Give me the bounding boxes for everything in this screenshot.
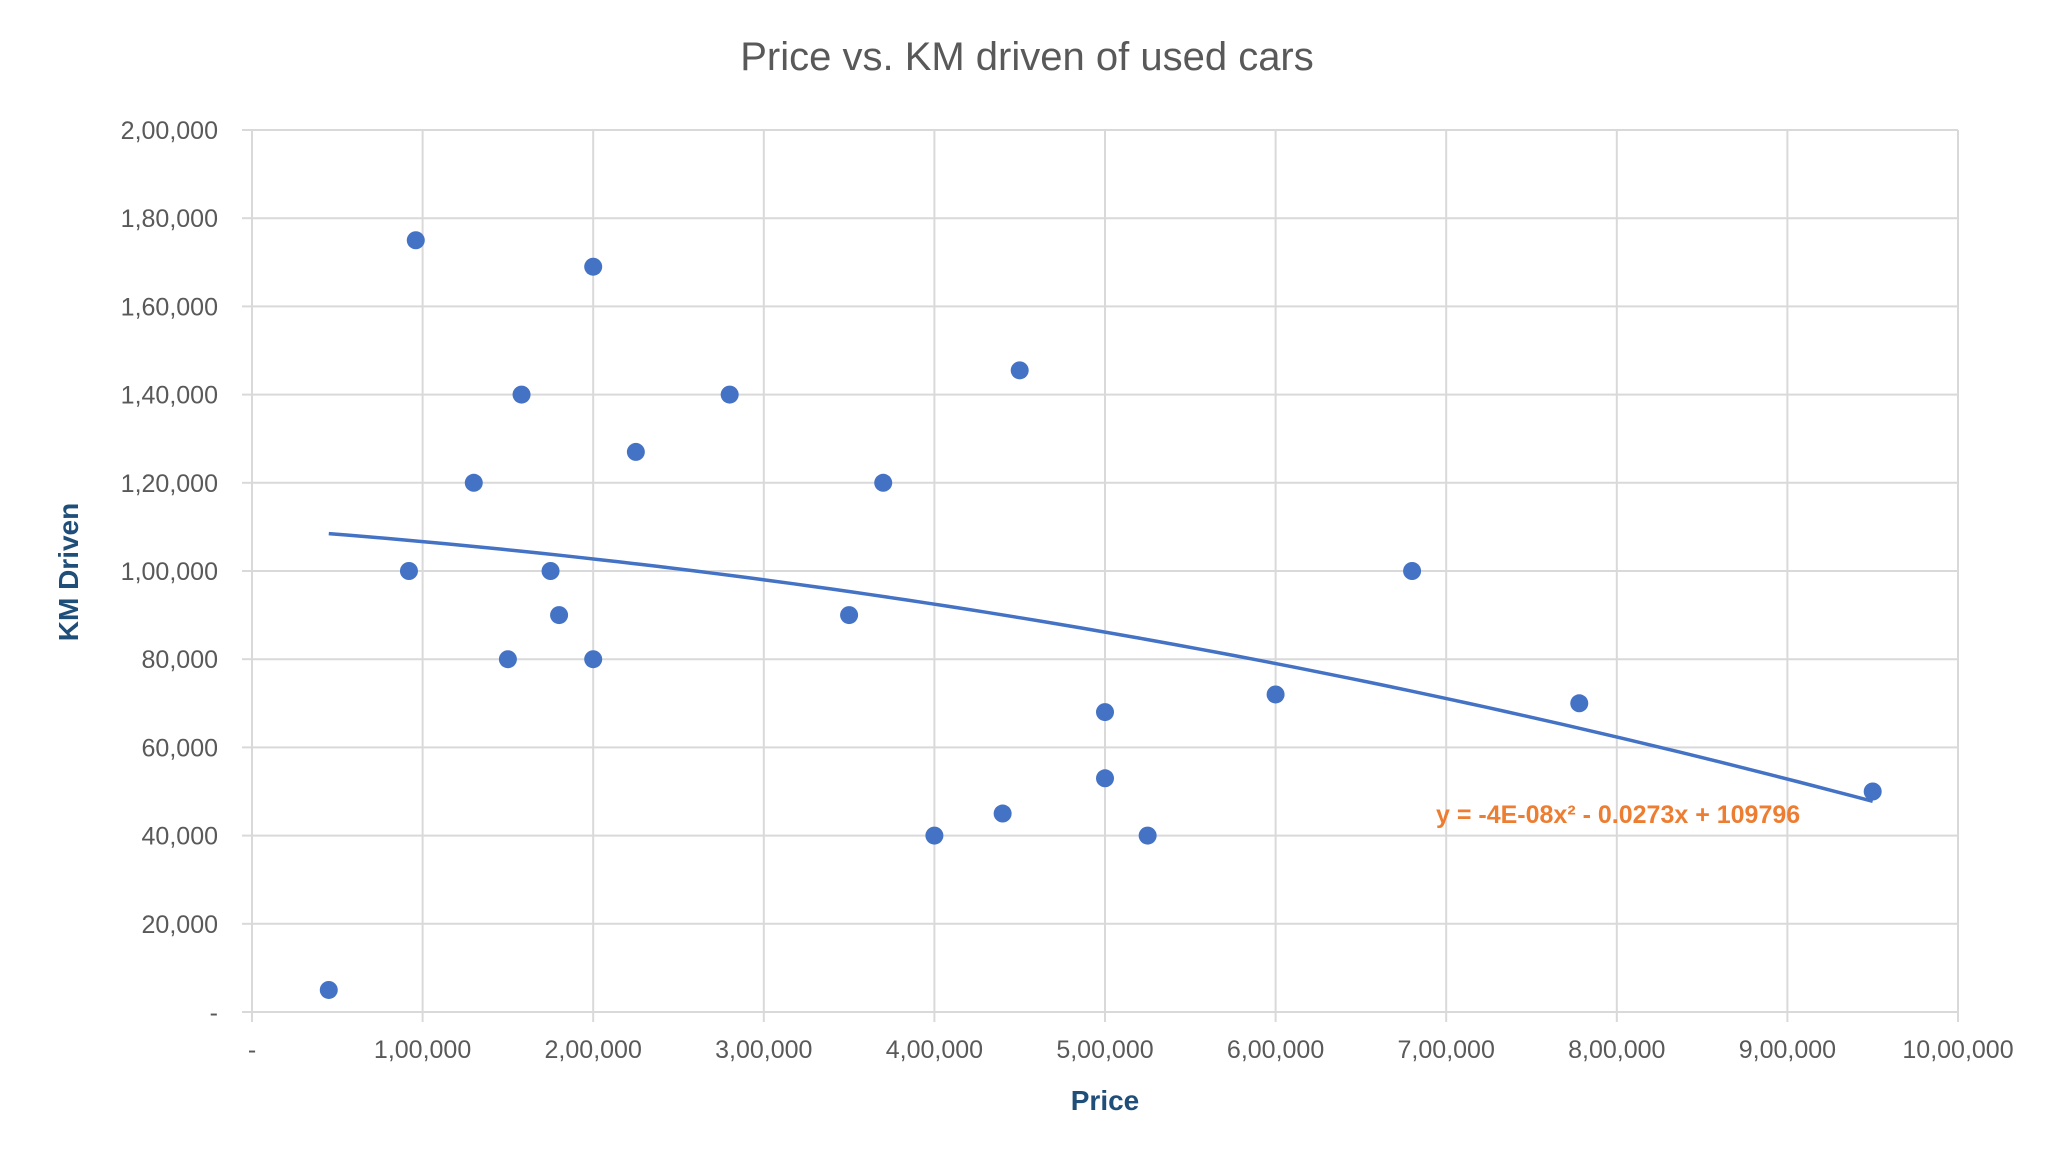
data-point bbox=[925, 826, 944, 845]
data-point bbox=[1266, 685, 1285, 704]
data-point bbox=[541, 562, 560, 580]
data-point bbox=[1096, 769, 1114, 788]
polynomial-trendline bbox=[328, 531, 1874, 804]
y-tick-label: 1,60,000 bbox=[121, 293, 218, 321]
data-point bbox=[584, 257, 603, 276]
axes bbox=[242, 129, 1959, 1022]
y-axis-title: KM Driven bbox=[53, 503, 84, 641]
y-tick-label: 80,000 bbox=[142, 646, 218, 674]
gridlines bbox=[252, 129, 1959, 1012]
x-tick-label: - bbox=[248, 1036, 256, 1064]
data-point bbox=[874, 473, 893, 492]
x-axis-title: Price bbox=[1071, 1085, 1140, 1116]
x-tick-label: 2,00,000 bbox=[545, 1036, 642, 1064]
x-tick-label: 5,00,000 bbox=[1056, 1036, 1153, 1064]
data-point bbox=[1403, 562, 1422, 580]
data-points bbox=[319, 231, 1882, 999]
y-tick-label: 1,20,000 bbox=[121, 470, 218, 498]
y-tick-label: 60,000 bbox=[142, 734, 218, 762]
trendline-equation: y = -4E-08x² - 0.0273x + 109796 bbox=[1436, 801, 1800, 829]
data-point bbox=[550, 606, 569, 625]
data-point bbox=[464, 473, 483, 492]
data-point bbox=[584, 650, 603, 669]
data-point bbox=[406, 231, 425, 250]
y-tick-label: 2,00,000 bbox=[121, 117, 218, 145]
data-point bbox=[512, 385, 531, 404]
x-tick-label: 1,00,000 bbox=[374, 1036, 471, 1064]
data-point bbox=[1010, 361, 1029, 380]
y-tick-label: 20,000 bbox=[142, 911, 218, 939]
data-point bbox=[993, 804, 1012, 823]
data-point bbox=[840, 606, 859, 625]
y-tick-label: 1,80,000 bbox=[121, 205, 218, 233]
data-point bbox=[1096, 703, 1114, 722]
data-point bbox=[720, 385, 739, 404]
x-tick-label: 8,00,000 bbox=[1568, 1036, 1665, 1064]
x-tick-label: 7,00,000 bbox=[1398, 1036, 1495, 1064]
x-tick-label: 10,00,000 bbox=[1902, 1036, 2013, 1064]
data-point bbox=[399, 562, 418, 580]
data-point bbox=[1570, 694, 1589, 713]
data-point bbox=[319, 980, 338, 999]
data-point bbox=[498, 650, 517, 669]
trendline-layer bbox=[328, 531, 1874, 804]
data-point bbox=[1863, 782, 1882, 801]
x-tick-label: 3,00,000 bbox=[715, 1036, 812, 1064]
chart-title: Price vs. KM driven of used cars bbox=[740, 35, 1314, 79]
x-tick-label: 9,00,000 bbox=[1739, 1036, 1836, 1064]
data-point bbox=[1138, 826, 1157, 845]
data-point bbox=[626, 442, 645, 461]
y-tick-label: - bbox=[210, 999, 218, 1027]
x-tick-label: 6,00,000 bbox=[1227, 1036, 1324, 1064]
x-tick-label: 4,00,000 bbox=[886, 1036, 983, 1064]
y-tick-label: 1,00,000 bbox=[121, 558, 218, 586]
tick-labels: - 1,00,000 2,00,000 3,00,000 4,00,000 5,00,00… bbox=[121, 117, 2014, 1064]
y-tick-label: 1,40,000 bbox=[121, 382, 218, 410]
y-tick-label: 40,000 bbox=[142, 823, 218, 851]
